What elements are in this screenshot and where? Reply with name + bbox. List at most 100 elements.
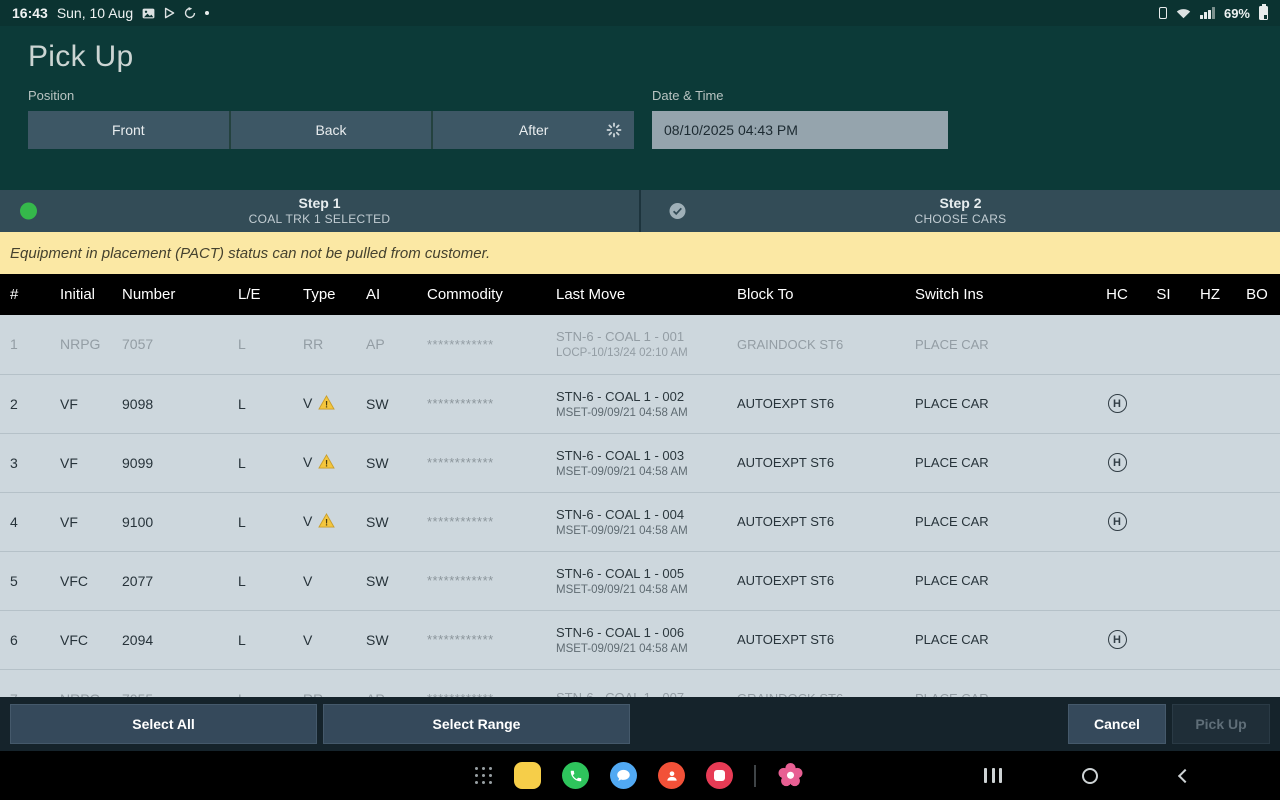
car-row[interactable]: 5 VFC 2077 L V! SW ************ STN-6 - … — [0, 551, 1280, 611]
app-drawer-icon[interactable] — [475, 766, 493, 785]
datetime-label: Date & Time — [652, 88, 724, 103]
car-row[interactable]: 4 VF 9100 L V! SW ************ STN-6 - C… — [0, 492, 1280, 552]
cancel-button[interactable]: Cancel — [1068, 704, 1166, 744]
cell-number: 9099 — [112, 433, 228, 493]
datetime-input[interactable]: 08/10/2025 04:43 PM — [652, 111, 948, 149]
cell-hc: H — [1093, 610, 1141, 670]
cell-blockto: GRAINDOCK ST6 — [727, 315, 905, 375]
cell-blockto: AUTOEXPT ST6 — [727, 492, 905, 552]
cell-number: 7057 — [112, 315, 228, 375]
cell-blockto: AUTOEXPT ST6 — [727, 433, 905, 493]
col-header-commodity: Commodity — [417, 274, 546, 315]
cell-switchins: PLACE CAR — [905, 610, 1093, 670]
step-1[interactable]: Step 1 COAL TRK 1 SELECTED — [0, 190, 639, 232]
cell-switchins: PLACE CAR — [905, 492, 1093, 552]
dock-divider — [754, 764, 756, 787]
status-bar: 16:43 Sun, 10 Aug 69% — [0, 0, 1280, 26]
hc-badge: H — [1107, 394, 1127, 414]
svg-text:!: ! — [325, 458, 328, 468]
col-header-number: Number — [112, 274, 228, 315]
car-table-body: 1 NRPG 7057 L RR! AP ************ STN-6 … — [0, 315, 1280, 697]
car-table: # Initial Number L/E Type AI Commodity L… — [0, 274, 1280, 697]
position-after-button[interactable]: After — [433, 111, 635, 149]
step1-title: Step 1 — [298, 194, 341, 211]
back-key[interactable] — [1177, 751, 1193, 800]
cell-le: L — [228, 610, 293, 670]
cell-blockto: AUTOEXPT ST6 — [727, 610, 905, 670]
cell-ai: SW — [356, 433, 417, 493]
cell-hz — [1186, 315, 1234, 375]
svg-text:!: ! — [325, 517, 328, 527]
gallery-app-icon[interactable] — [777, 762, 804, 789]
pick-up-button[interactable]: Pick Up — [1172, 704, 1270, 744]
col-header-si: SI — [1141, 274, 1186, 315]
car-row[interactable]: 2 VF 9098 L V! SW ************ STN-6 - C… — [0, 374, 1280, 434]
contacts-app-icon[interactable] — [658, 762, 685, 789]
more-notifications-dot — [205, 11, 210, 15]
select-range-button[interactable]: Select Range — [323, 704, 630, 744]
svg-text:!: ! — [325, 399, 328, 409]
cell-bo — [1234, 374, 1280, 434]
cell-si — [1141, 315, 1186, 375]
cell-bo — [1234, 669, 1280, 697]
phone-app-icon[interactable] — [562, 762, 589, 789]
cell-hc — [1093, 551, 1141, 611]
cell-num: 4 — [0, 492, 50, 552]
cell-si — [1141, 551, 1186, 611]
step2-subtitle: CHOOSE CARS — [914, 212, 1007, 227]
col-header-type: Type — [293, 274, 356, 315]
cell-lastmove: STN-6 - COAL 1 - 005 MSET-09/09/21 04:58… — [546, 551, 727, 611]
col-header-initial: Initial — [50, 274, 112, 315]
cell-initial: VF — [50, 374, 112, 434]
col-header-blockto: Block To — [727, 274, 905, 315]
cell-switchins: PLACE CAR — [905, 551, 1093, 611]
cell-hc — [1093, 669, 1141, 697]
step-2[interactable]: Step 2 CHOOSE CARS — [641, 190, 1280, 232]
notes-app-icon[interactable] — [514, 762, 541, 789]
cell-le: L — [228, 315, 293, 375]
power-saving-icon — [1159, 7, 1168, 19]
cell-ai: AP — [356, 669, 417, 697]
cell-num: 1 — [0, 315, 50, 375]
position-segmented-control: Front Back After — [28, 111, 635, 149]
cell-type: V! — [293, 492, 356, 552]
position-front-button[interactable]: Front — [28, 111, 229, 149]
cell-hc: H — [1093, 433, 1141, 493]
media-app-icon[interactable] — [706, 762, 733, 789]
select-all-button[interactable]: Select All — [10, 704, 317, 744]
cell-type: V! — [293, 433, 356, 493]
position-back-button[interactable]: Back — [230, 111, 432, 149]
cell-si — [1141, 374, 1186, 434]
col-header-hc: HC — [1093, 274, 1141, 315]
cell-ai: SW — [356, 610, 417, 670]
cell-le: L — [228, 492, 293, 552]
car-row[interactable]: 1 NRPG 7057 L RR! AP ************ STN-6 … — [0, 315, 1280, 375]
step1-complete-icon — [20, 202, 37, 220]
cell-lastmove: STN-6 - COAL 1 - 006 MSET-09/09/21 04:58… — [546, 610, 727, 670]
cell-bo — [1234, 315, 1280, 375]
messages-app-icon[interactable] — [610, 762, 637, 789]
position-group: Position Front Back After — [28, 88, 635, 149]
step2-title: Step 2 — [939, 194, 982, 211]
cell-hz — [1186, 610, 1234, 670]
cell-num: 5 — [0, 551, 50, 611]
car-row[interactable]: 7 NRPG 7055 L RR! AP ************ STN-6 … — [0, 669, 1280, 697]
cell-ai: SW — [356, 374, 417, 434]
cell-bo — [1234, 433, 1280, 493]
cell-initial: NRPG — [50, 315, 112, 375]
car-row[interactable]: 6 VFC 2094 L V! SW ************ STN-6 - … — [0, 610, 1280, 670]
cell-ai: AP — [356, 315, 417, 375]
cell-commodity: ************ — [417, 433, 546, 493]
home-key[interactable] — [1082, 751, 1098, 800]
recents-key[interactable] — [984, 751, 1002, 800]
battery-percent: 69% — [1223, 5, 1250, 21]
hc-badge: H — [1107, 453, 1127, 473]
car-row[interactable]: 3 VF 9099 L V! SW ************ STN-6 - C… — [0, 433, 1280, 493]
col-header-hz: HZ — [1186, 274, 1234, 315]
col-header-ai: AI — [356, 274, 417, 315]
position-label: Position — [28, 88, 75, 103]
step-bar: Step 1 COAL TRK 1 SELECTED Step 2 CHOOSE… — [0, 190, 1280, 232]
cell-commodity: ************ — [417, 551, 546, 611]
cell-num: 2 — [0, 374, 50, 434]
cell-blockto: AUTOEXPT ST6 — [727, 551, 905, 611]
